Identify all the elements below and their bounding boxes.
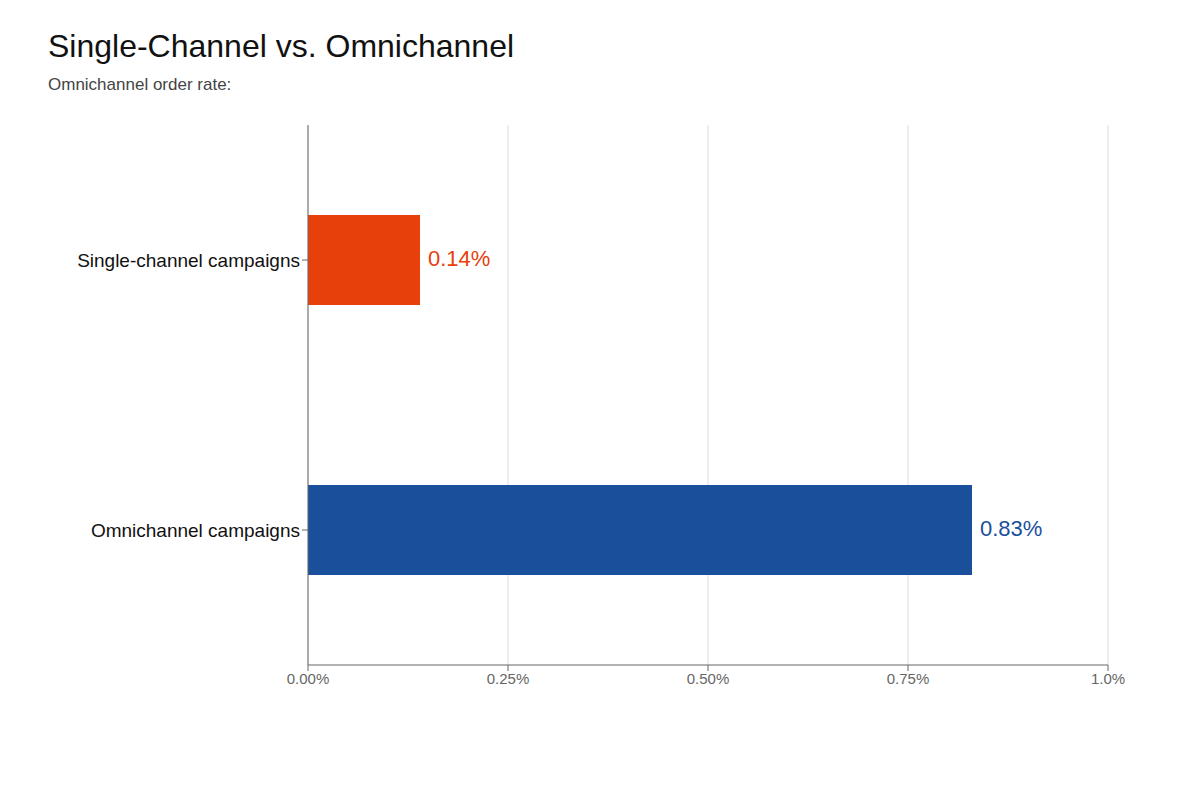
svg-text:1.0%: 1.0% <box>1091 670 1125 687</box>
html-text:Omnichannel order rate:: Omnichannel order rate: <box>48 75 232 94</box>
html-text:Single-Channel vs. Omnichannel: Single-Channel vs. Omnichannel <box>48 28 514 64</box>
svg-text:0.00%: 0.00% <box>287 670 330 687</box>
svg-text:0.50%: 0.50% <box>687 670 730 687</box>
svg-text:Single-channel campaigns: Single-channel campaigns <box>77 250 300 271</box>
svg-text:0.83%: 0.83% <box>980 516 1042 541</box>
svg-text:0.25%: 0.25% <box>487 670 530 687</box>
svg-text:0.75%: 0.75% <box>887 670 930 687</box>
svg-text:Omnichannel campaigns: Omnichannel campaigns <box>91 520 300 541</box>
svg-text:0.14%: 0.14% <box>428 246 490 271</box>
